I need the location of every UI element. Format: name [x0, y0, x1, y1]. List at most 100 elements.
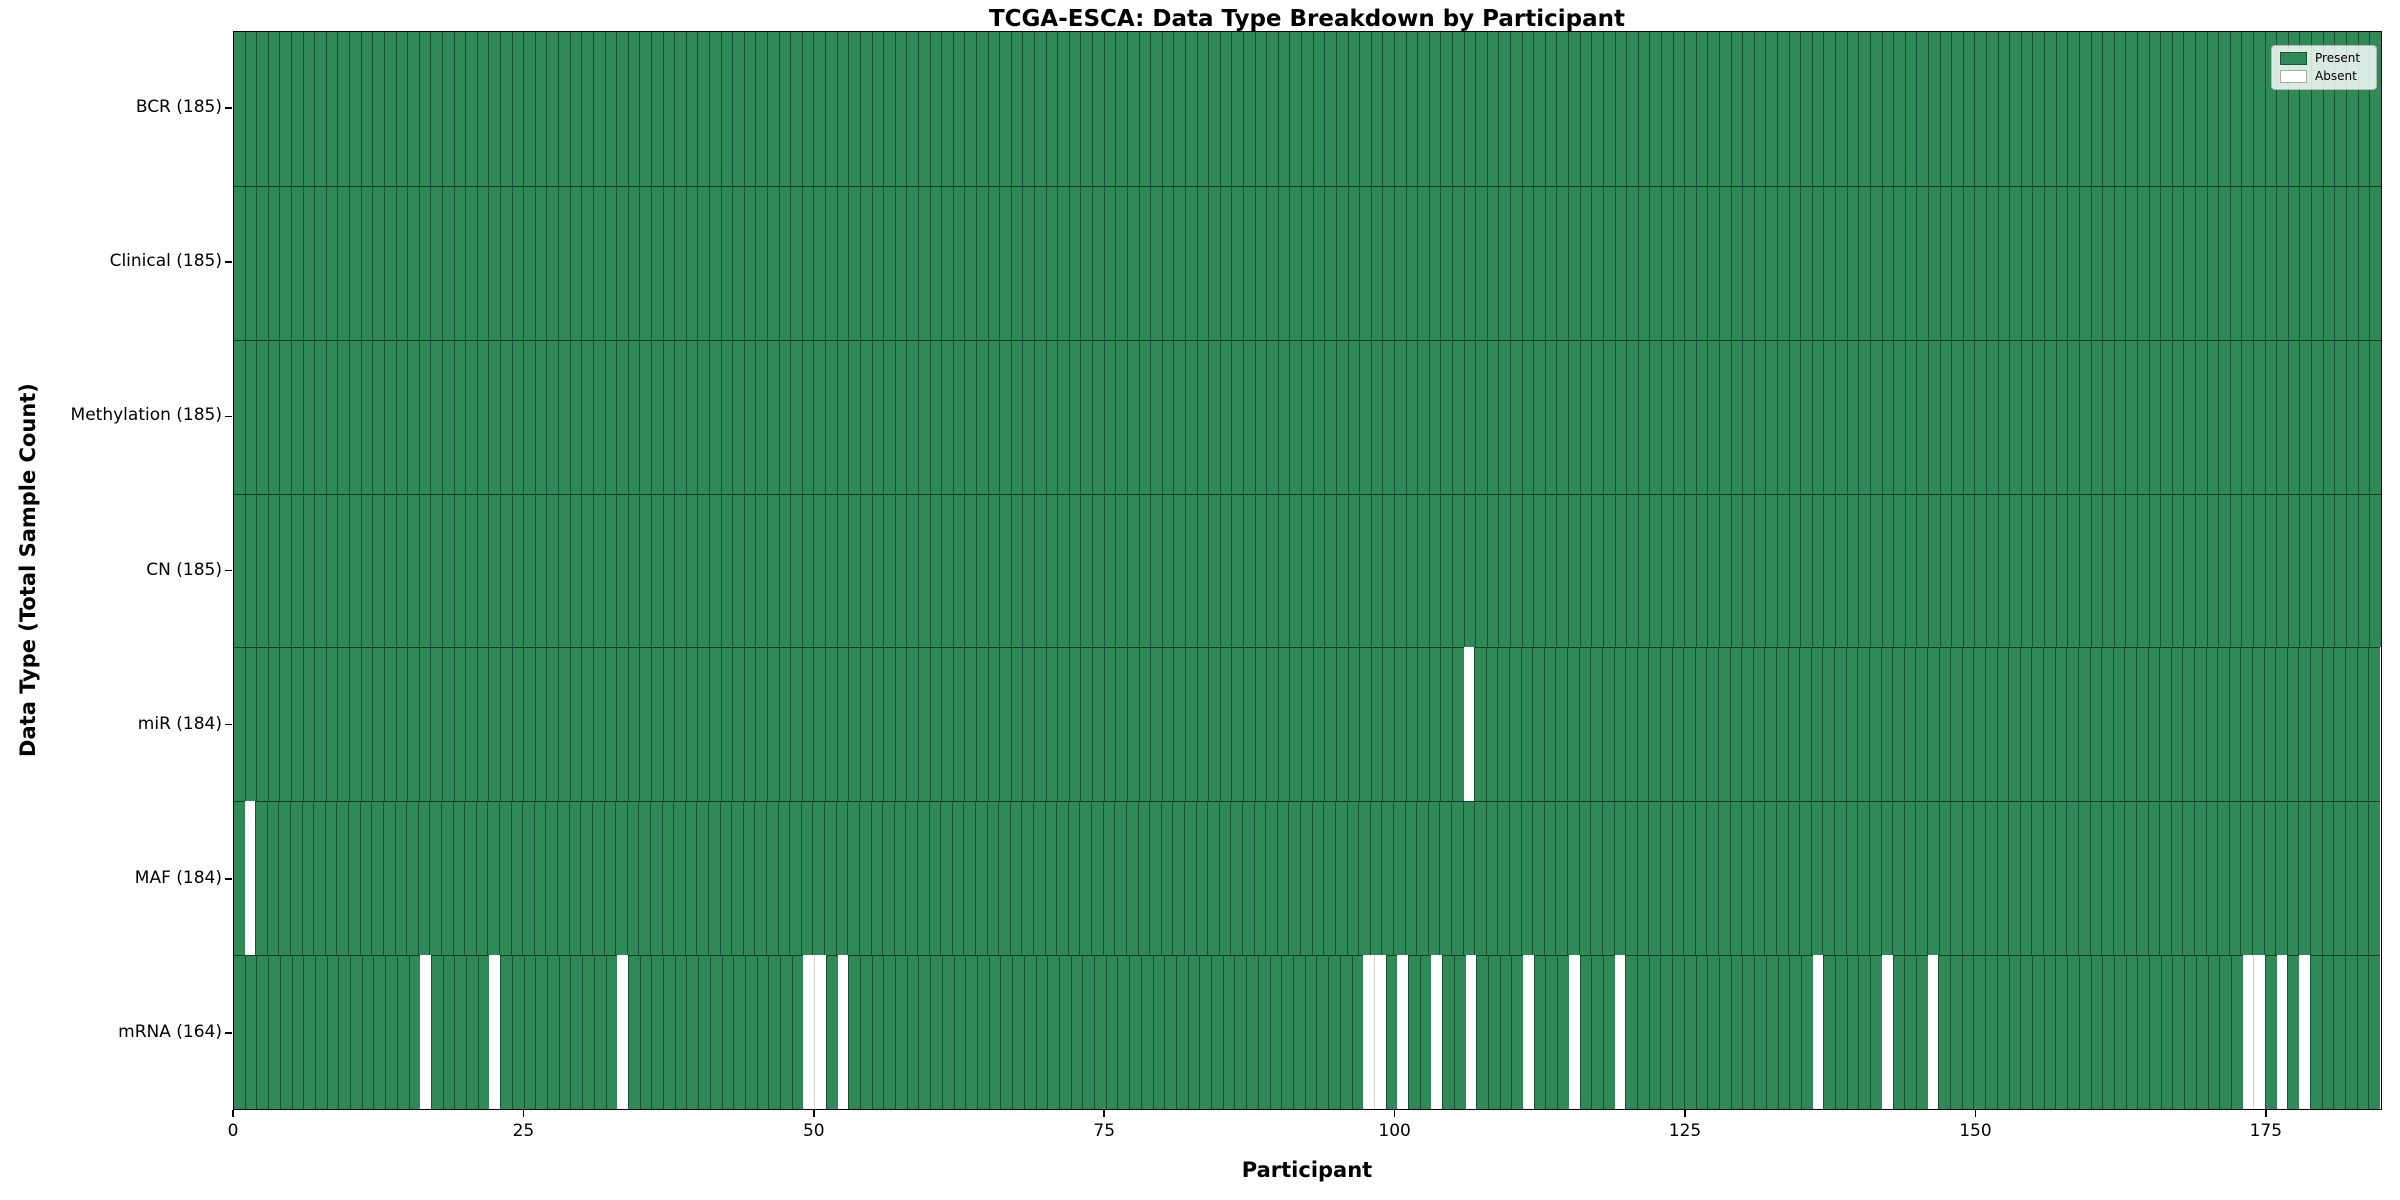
presence-cell [1152, 955, 1165, 1110]
presence-cell [301, 801, 314, 956]
presence-cell [1300, 801, 1312, 956]
presence-cell [2067, 185, 2079, 340]
presence-cell [2228, 801, 2241, 956]
presence-cell [1474, 801, 1486, 956]
presence-cell [1160, 801, 1173, 956]
presence-cell [1544, 493, 1557, 648]
presence-cell [1719, 493, 1731, 648]
y-tick-mark [225, 1032, 232, 1034]
presence-cell [465, 493, 477, 648]
presence-cell [1591, 185, 1603, 340]
presence-cell [941, 493, 953, 648]
presence-cell [1010, 647, 1023, 802]
presence-cell [336, 801, 349, 956]
presence-cell [1417, 647, 1429, 802]
presence-cell [1242, 801, 1254, 956]
presence-cell [395, 32, 408, 186]
presence-cell [2078, 185, 2091, 340]
presence-cell [1765, 185, 1778, 340]
presence-cell [790, 32, 802, 186]
presence-cell [2229, 32, 2242, 186]
presence-cell [1695, 339, 1708, 494]
presence-cell [1022, 493, 1035, 648]
presence-cell [1568, 955, 1580, 1110]
presence-cell [952, 647, 965, 802]
row-label-Clinical: Clinical (185) [109, 251, 222, 272]
presence-cell [2194, 32, 2207, 186]
presence-cell [1671, 647, 1684, 802]
presence-cell [930, 955, 942, 1110]
presence-cell [1706, 801, 1718, 956]
presence-cell [1671, 801, 1684, 956]
presence-cell [1092, 185, 1104, 340]
presence-cell [906, 493, 918, 648]
presence-cell [1012, 955, 1024, 1110]
presence-cell [848, 32, 860, 186]
presence-cell [917, 32, 930, 186]
presence-cell [1335, 647, 1348, 802]
presence-cell [383, 493, 396, 648]
presence-cell [662, 339, 675, 494]
presence-cell [1234, 955, 1247, 1110]
presence-cell [2206, 339, 2219, 494]
presence-cell [359, 801, 372, 956]
presence-cell [1010, 493, 1023, 648]
presence-cell [500, 493, 512, 648]
presence-cell [534, 647, 547, 802]
presence-cell [1625, 801, 1637, 956]
presence-cell [1150, 493, 1162, 648]
presence-cell [1591, 493, 1603, 648]
presence-cell [2055, 32, 2068, 186]
presence-cell [1440, 339, 1452, 494]
presence-cell [929, 339, 942, 494]
presence-cell [1753, 339, 1766, 494]
presence-cell [1939, 339, 1952, 494]
presence-cell [1057, 339, 1069, 494]
presence-cell [1335, 339, 1348, 494]
presence-cell [1485, 647, 1498, 802]
presence-cell [674, 493, 686, 648]
presence-cell [1417, 32, 1429, 186]
presence-cell [2031, 647, 2044, 802]
presence-cell [976, 32, 988, 186]
presence-cell [1973, 647, 1986, 802]
presence-cell [1498, 32, 1511, 186]
presence-cell [1649, 493, 1661, 648]
presence-cell [755, 647, 768, 802]
presence-cell [1858, 955, 1871, 1110]
presence-cell [1451, 647, 1464, 802]
presence-cell [1684, 185, 1696, 340]
presence-cell [1800, 185, 1812, 340]
presence-cell [639, 493, 651, 648]
presence-cell [1140, 955, 1153, 1110]
presence-cell [1684, 493, 1696, 648]
presence-cell [1567, 647, 1579, 802]
presence-cell [1269, 955, 1282, 1110]
presence-cell [1660, 185, 1673, 340]
presence-cell [1208, 185, 1220, 340]
presence-cell [976, 185, 988, 340]
presence-cell [511, 493, 524, 648]
presence-cell [1022, 185, 1035, 340]
presence-cell [1335, 185, 1348, 340]
presence-cell [1462, 801, 1475, 956]
presence-cell [487, 801, 500, 956]
presence-cell [2066, 801, 2078, 956]
presence-cell [2044, 185, 2056, 340]
presence-cell [662, 32, 675, 186]
presence-cell [2125, 339, 2137, 494]
presence-cell [1475, 493, 1487, 648]
presence-cell [2090, 493, 2103, 648]
presence-cell [2230, 955, 2243, 1110]
presence-cell [256, 339, 268, 494]
row-track-MAF [234, 801, 2381, 956]
presence-cell [234, 32, 245, 186]
presence-cell [1301, 32, 1313, 186]
presence-cell [1246, 955, 1258, 1110]
presence-cell [1578, 647, 1591, 802]
presence-cell [941, 339, 953, 494]
presence-cell [1520, 801, 1533, 956]
presence-cell [511, 647, 524, 802]
row-label-Methylation: Methylation (185) [70, 405, 222, 426]
presence-cell [385, 955, 397, 1110]
